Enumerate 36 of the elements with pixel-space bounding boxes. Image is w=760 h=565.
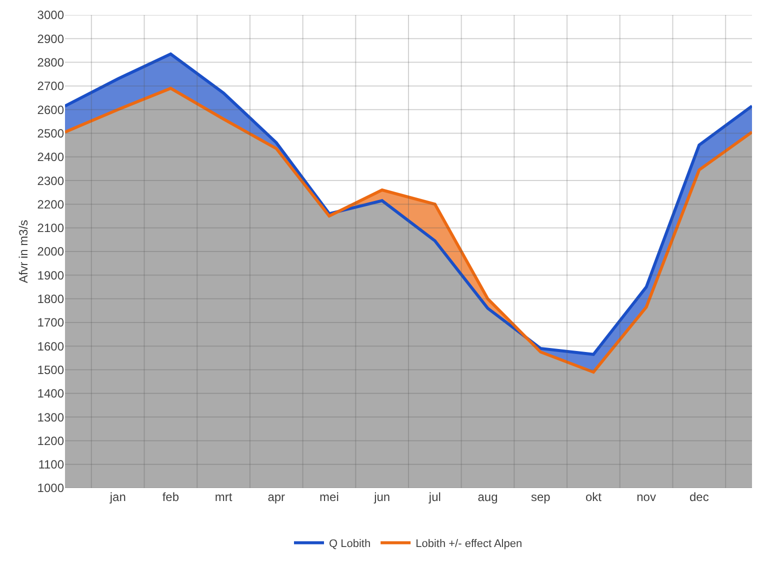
y-tick-label: 1500 (37, 362, 64, 377)
x-tick-label: feb (162, 490, 180, 504)
y-tick-label: 1600 (37, 339, 64, 354)
x-tick-label: jan (108, 490, 126, 504)
y-tick-label: 2300 (37, 174, 64, 188)
y-tick-label: 1900 (37, 268, 64, 282)
y-tick-label: 1000 (37, 481, 64, 496)
x-tick-label: jun (373, 490, 390, 504)
y-tick-label: 2600 (37, 102, 64, 117)
y-tick-label: 2500 (37, 126, 64, 140)
y-tick-label: 1800 (37, 292, 64, 306)
y-tick-label: 2700 (37, 79, 64, 94)
y-tick-label: 2200 (37, 197, 64, 212)
x-tick-label: nov (636, 490, 656, 504)
y-tick-label: 1700 (37, 316, 64, 330)
y-tick-label: 2000 (37, 244, 64, 259)
y-tick-label: 1100 (38, 458, 64, 472)
x-tick-label: okt (585, 490, 602, 504)
x-tick-label: dec (689, 490, 709, 504)
x-tick-label: aug (478, 490, 498, 504)
y-tick-label: 2800 (37, 56, 64, 70)
y-axis-title: Afvr in m3/s (16, 220, 31, 284)
x-tick-label: jul (428, 490, 441, 504)
x-tick-label: apr (268, 490, 286, 504)
legend-label: Q Lobith (329, 538, 371, 550)
y-tick-label: 2900 (37, 32, 64, 46)
x-tick-label: mei (320, 490, 339, 504)
legend-label: Lobith +/- effect Alpen (416, 538, 522, 550)
x-tick-label: sep (530, 490, 551, 504)
y-tick-label: 2400 (37, 150, 64, 164)
y-tick-label: 2100 (37, 221, 64, 236)
y-tick-label: 3000 (37, 8, 64, 22)
x-tick-label: mrt (214, 490, 233, 504)
y-tick-label: 1400 (37, 386, 64, 401)
y-tick-label: 1200 (37, 434, 64, 448)
y-tick-label: 1300 (37, 410, 64, 424)
